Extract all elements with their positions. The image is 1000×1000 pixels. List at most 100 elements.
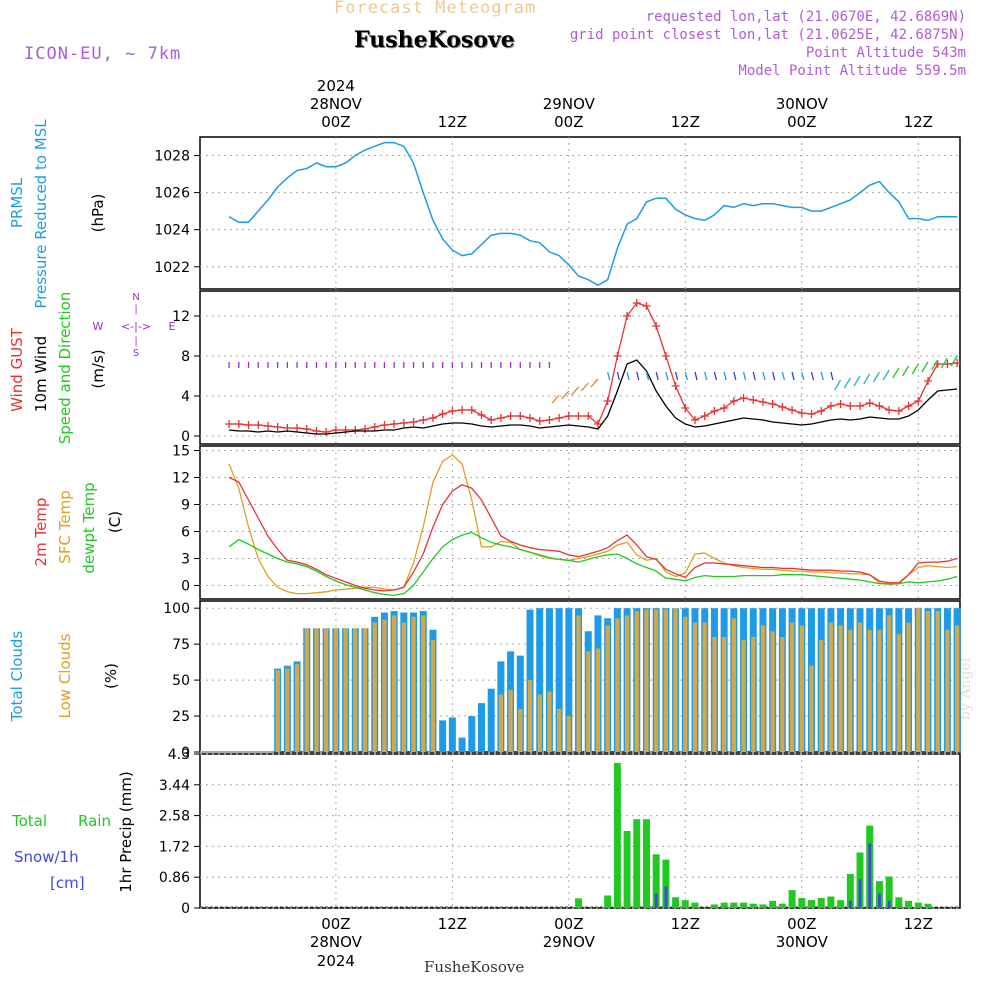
gust-marker bbox=[263, 422, 272, 430]
y-tick-label: 1022 bbox=[154, 260, 190, 276]
precip-label: 1hr Precip (mm) bbox=[117, 771, 135, 892]
wind-direction-arrow bbox=[911, 363, 919, 375]
bottom-hour-label: 12Z bbox=[438, 915, 467, 933]
rain-bar bbox=[623, 831, 631, 908]
wind-direction-arrow bbox=[863, 373, 871, 385]
low-cloud-bar bbox=[906, 622, 911, 752]
y-tick-label: 6 bbox=[181, 525, 190, 541]
y-tick-label: 0 bbox=[181, 745, 190, 761]
low-cloud-bar bbox=[780, 636, 785, 752]
low-cloud-bar bbox=[877, 629, 882, 752]
bottom-hour-label: 00Z bbox=[554, 915, 583, 933]
low-cloud-bar bbox=[294, 664, 300, 752]
gust-marker bbox=[788, 406, 797, 414]
y-tick-label: 3 bbox=[181, 552, 190, 568]
low-cloud-bar bbox=[275, 670, 280, 752]
rain-bar bbox=[885, 876, 893, 908]
rain-bar bbox=[691, 902, 699, 908]
panel-clouds: 0 25 50 75 100 bbox=[163, 600, 961, 761]
low-cloud-bar bbox=[887, 615, 892, 752]
gust-marker bbox=[496, 414, 505, 422]
closest-coords: grid point closest lon,lat (21.0625E, 42… bbox=[569, 27, 966, 43]
gust-marker bbox=[603, 397, 612, 405]
wind-direction-arrow bbox=[801, 371, 805, 381]
wind-direction-arrow bbox=[607, 371, 611, 381]
low-cloud-bar bbox=[527, 680, 533, 752]
total-cloud-bar bbox=[536, 608, 544, 752]
wind-direction-arrow bbox=[950, 355, 958, 367]
top-hour-label: 00Z bbox=[787, 113, 816, 131]
gust-marker bbox=[836, 400, 845, 408]
rain-bar bbox=[633, 819, 641, 908]
gust-marker bbox=[885, 406, 894, 414]
gust-marker bbox=[234, 420, 243, 428]
panel-temperature: 0 3 6 9 12 15 bbox=[172, 444, 961, 600]
wind-label: 10m Wind bbox=[32, 336, 50, 412]
gust-marker bbox=[914, 397, 923, 405]
y-tick-label: 12 bbox=[172, 471, 190, 487]
y-tick-label: 0 bbox=[181, 429, 190, 445]
wind-direction-arrow bbox=[843, 377, 851, 389]
panel-wind: 0 4 8 12 bbox=[172, 290, 962, 445]
wind-direction-arrow bbox=[892, 367, 900, 379]
rain-bar bbox=[575, 898, 583, 908]
low-cloud-bar bbox=[421, 615, 426, 752]
gust-marker bbox=[564, 412, 573, 420]
wind-direction-arrow bbox=[665, 371, 669, 381]
dewpt-label: dewpt Temp bbox=[80, 482, 98, 573]
total-clouds-label: Total Clouds bbox=[8, 631, 26, 723]
y-tick-label: 100 bbox=[163, 601, 190, 617]
low-cloud-bar bbox=[819, 639, 824, 752]
rain-bar bbox=[837, 900, 845, 908]
total-cloud-bar bbox=[477, 703, 485, 752]
gust-marker bbox=[370, 423, 379, 431]
low-cloud-bar bbox=[343, 628, 348, 752]
low-cloud-bar bbox=[770, 631, 775, 752]
gust-marker bbox=[361, 425, 370, 433]
y-tick-label: 8 bbox=[181, 349, 190, 365]
low-cloud-bar bbox=[663, 609, 668, 752]
wind-speed-dir-label: Speed and Direction bbox=[56, 292, 74, 445]
compass-east: E bbox=[169, 320, 176, 333]
low-cloud-bar bbox=[789, 622, 795, 752]
station-name: FusheKosove bbox=[354, 27, 515, 53]
gust-marker bbox=[846, 402, 855, 410]
wind-direction-arrow bbox=[551, 394, 560, 404]
total-cloud-bar bbox=[439, 720, 447, 752]
gust-marker bbox=[691, 416, 700, 424]
gust-marker bbox=[671, 382, 680, 390]
gust-marker bbox=[448, 407, 457, 415]
y-tick-label: 4 bbox=[181, 389, 190, 405]
low-cloud-bar bbox=[557, 708, 562, 752]
sfc-temp-line bbox=[228, 454, 958, 595]
low-cloud-bar bbox=[586, 651, 591, 752]
gust-marker bbox=[458, 406, 467, 414]
top-year-label: 2024 bbox=[317, 77, 355, 95]
wind-direction-arrow bbox=[580, 382, 589, 392]
legend-snow-unit: [cm] bbox=[50, 874, 85, 892]
gust-marker bbox=[438, 410, 447, 418]
gust-marker bbox=[642, 302, 651, 310]
pressure-label-sub: Pressure Reduced to MSL bbox=[32, 119, 50, 309]
top-hour-label: 12Z bbox=[671, 113, 700, 131]
low-cloud-bar bbox=[314, 628, 319, 752]
gust-marker bbox=[797, 409, 806, 417]
gust-marker bbox=[894, 407, 903, 415]
gust-marker bbox=[477, 411, 486, 419]
wind-direction-arrow bbox=[704, 371, 708, 381]
top-day-label: 30NOV bbox=[776, 95, 829, 113]
panel-frame bbox=[199, 136, 961, 290]
requested-coords: requested lon,lat (21.0670E, 42.6869N) bbox=[645, 9, 966, 25]
rain-bar bbox=[710, 904, 718, 908]
y-tick-label: 0 bbox=[181, 901, 190, 917]
gust-marker bbox=[953, 359, 962, 367]
y-tick-label: 1026 bbox=[154, 186, 190, 202]
gust-marker bbox=[681, 404, 690, 412]
gust-marker bbox=[419, 416, 428, 424]
compass-west: W bbox=[93, 320, 104, 333]
gust-marker bbox=[749, 396, 758, 404]
snow-bar bbox=[664, 886, 668, 908]
low-cloud-bar bbox=[518, 708, 523, 752]
gust-marker bbox=[302, 425, 311, 433]
low-cloud-bar bbox=[644, 609, 649, 752]
